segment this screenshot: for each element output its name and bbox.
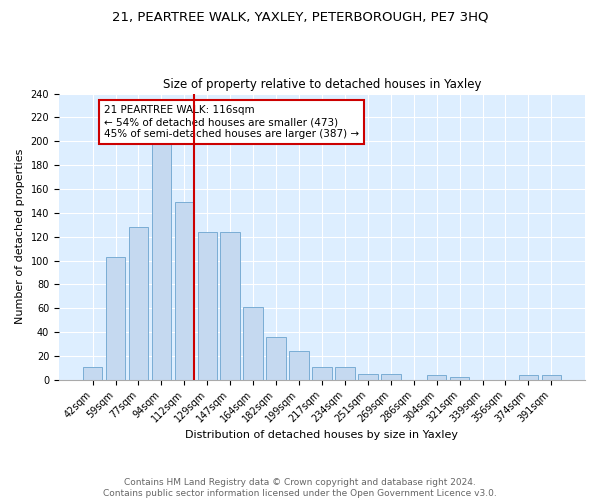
Bar [450,378,469,380]
Bar [335,366,355,380]
Bar [542,375,561,380]
Bar [128,227,148,380]
Bar [220,232,240,380]
Bar [289,351,309,380]
Bar [106,257,125,380]
Bar [197,232,217,380]
Bar [358,374,377,380]
Bar [83,366,103,380]
Text: 21 PEARTREE WALK: 116sqm
← 54% of detached houses are smaller (473)
45% of semi-: 21 PEARTREE WALK: 116sqm ← 54% of detach… [104,106,359,138]
Bar [381,374,401,380]
Y-axis label: Number of detached properties: Number of detached properties [15,149,25,324]
Text: 21, PEARTREE WALK, YAXLEY, PETERBOROUGH, PE7 3HQ: 21, PEARTREE WALK, YAXLEY, PETERBOROUGH,… [112,10,488,23]
Bar [175,202,194,380]
Title: Size of property relative to detached houses in Yaxley: Size of property relative to detached ho… [163,78,481,91]
Text: Contains HM Land Registry data © Crown copyright and database right 2024.
Contai: Contains HM Land Registry data © Crown c… [103,478,497,498]
X-axis label: Distribution of detached houses by size in Yaxley: Distribution of detached houses by size … [185,430,458,440]
Bar [518,375,538,380]
Bar [427,375,446,380]
Bar [266,337,286,380]
Bar [244,307,263,380]
Bar [152,144,171,380]
Bar [312,366,332,380]
